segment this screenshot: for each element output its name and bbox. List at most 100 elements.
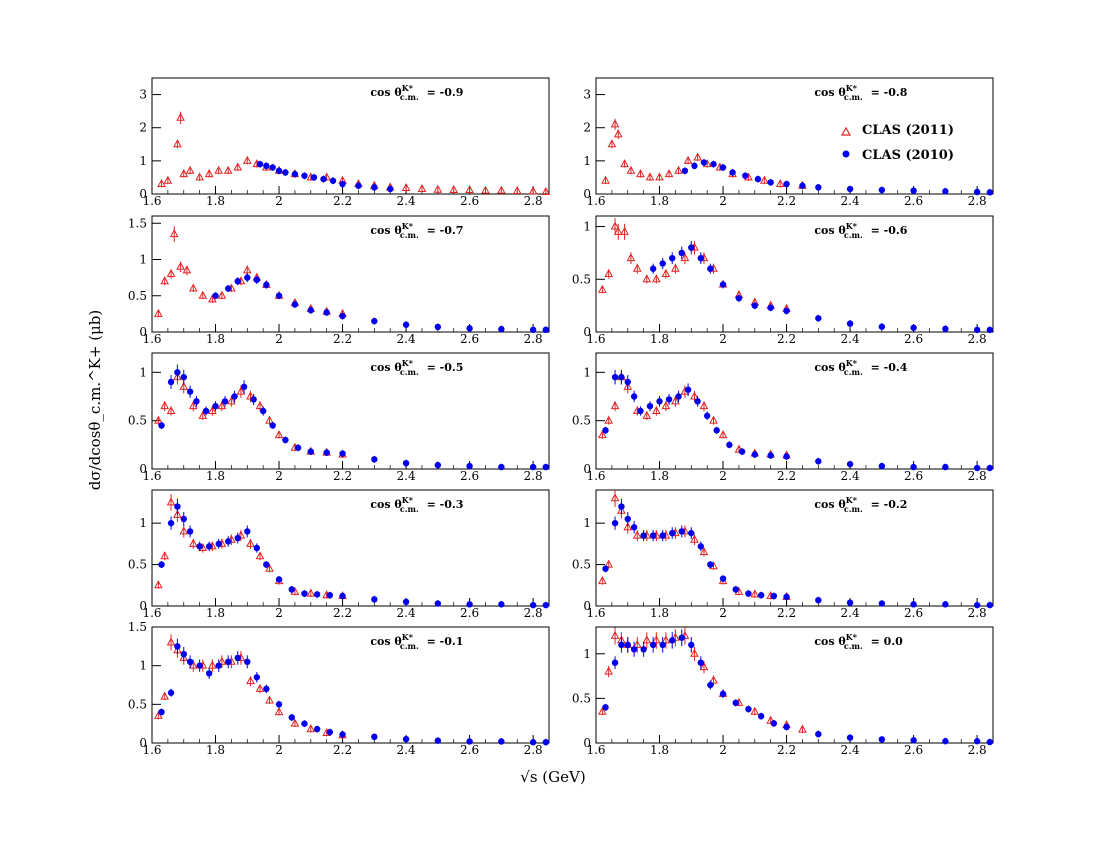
data-point-clas-2010 [259,407,267,415]
data-point-clas-2011 [223,165,233,174]
data-point-clas-2010 [713,427,720,434]
y-tick-label: 0.5 [128,289,147,303]
data-point-clas-2010 [742,172,749,179]
x-tick-label: 2.8 [968,469,987,483]
data-point-clas-2010 [669,254,676,262]
data-point-clas-2010 [355,182,362,189]
data-point-clas-2011 [166,637,176,646]
data-point-clas-2010 [323,309,330,316]
data-point-clas-2010 [973,738,981,745]
legend-label-clas-2011: CLAS (2011) [862,123,954,138]
data-point-clas-2010 [878,323,886,330]
data-point-clas-2010 [234,278,241,285]
data-point-clas-2010 [697,543,705,550]
data-point-clas-2011 [154,580,163,589]
panel-9: 1.6 1.8 2 2.2 2.4 2.6 2.8 0 0.5 1 1.5 cos θK* c.m. =… [128,620,550,757]
x-tick-label: 1.8 [206,743,225,757]
y-tick-label: 1 [139,516,147,530]
data-point-clas-2010 [196,662,203,669]
data-point-clas-2010 [225,658,232,665]
data-point-clas-2010 [700,159,708,166]
y-tick-label: 0 [139,325,147,339]
data-point-clas-2010 [542,463,550,471]
data-point-clas-2011 [208,660,217,669]
data-point-clas-2010 [630,524,638,531]
data-point-clas-2010 [542,739,550,746]
data-point-clas-2011 [154,710,163,719]
data-point-clas-2011 [604,666,614,675]
data-point-clas-2010 [846,599,854,606]
data-point-clas-2011 [481,185,490,194]
x-tick-label: 2.2 [777,606,796,620]
data-point-clas-2010 [757,592,765,599]
data-point-clas-2011 [798,724,807,733]
x-tick-label: 2.6 [460,743,479,757]
data-point-clas-2011 [160,691,170,700]
data-point-clas-2010 [799,182,806,189]
data-point-clas-2011 [157,179,166,188]
y-tick-label: 0.5 [572,558,591,572]
data-point-clas-2010 [751,302,758,309]
data-point-clas-2010 [745,590,752,597]
y-tick-label: 1.5 [128,216,147,230]
y-tick-label: 1 [583,647,591,661]
data-point-clas-2010 [602,427,609,434]
data-point-clas-2010 [678,249,685,257]
data-point-clas-2011 [265,415,274,424]
data-point-clas-2010 [329,177,337,184]
data-point-clas-2010 [291,301,299,308]
x-tick-label: 2 [275,332,283,346]
x-tick-label: 2 [719,332,727,346]
data-point-clas-2011 [661,268,671,277]
x-tick-label: 2.4 [841,469,860,483]
panel-label: cos θK* c.m. = -0.1 [370,632,463,651]
data-point-clas-2010 [783,180,790,188]
x-tick-label: 1.6 [586,606,605,620]
data-point-clas-2011 [173,139,182,148]
data-point-clas-2010 [240,383,248,391]
x-tick-label: 1.8 [650,469,669,483]
legend-label-clas-2010: CLAS (2010) [862,148,954,163]
legend: CLAS (2011) CLAS (2010) [840,123,954,163]
x-tick-label: 2.8 [968,194,987,208]
data-point-clas-2010 [275,292,283,299]
data-point-clas-2011 [246,676,255,685]
x-tick-label: 2.4 [397,743,416,757]
x-tick-label: 2.8 [524,469,543,483]
data-point-clas-2010 [681,167,689,174]
data-point-clas-2011 [709,675,718,684]
data-point-clas-2010 [326,728,334,736]
panel-frame [151,215,550,333]
data-point-clas-2010 [910,601,917,608]
data-point-clas-2010 [707,561,714,568]
data-point-clas-2010 [307,307,314,314]
data-point-clas-2010 [878,736,886,743]
y-tick-label: 2 [583,121,591,135]
panel-frame [595,352,994,470]
data-point-clas-2010 [751,451,758,458]
data-point-clas-2011 [265,695,274,704]
y-tick-label: 1 [139,253,147,267]
data-point-clas-2011 [179,526,189,535]
x-tick-label: 1.8 [206,469,225,483]
data-point-clas-2011 [623,381,633,390]
data-point-clas-2010 [707,265,714,272]
data-point-clas-2010 [542,326,550,334]
data-point-clas-2010 [910,463,917,471]
data-point-clas-2010 [710,160,717,168]
x-tick-label: 2.6 [460,469,479,483]
data-point-clas-2010 [729,169,736,176]
x-tick-label: 2.6 [460,194,479,208]
data-point-clas-2010 [402,598,410,606]
data-point-clas-2011 [227,396,236,405]
data-point-clas-2010 [618,641,625,649]
panel-frame [151,77,550,195]
legend-marker-clas-2011 [840,126,852,136]
data-point-clas-2010 [684,386,692,393]
y-tick-label: 0 [139,462,147,476]
panel-4: 1.6 1.8 2 2.2 2.4 2.6 2.8 0 0.5 1 cos θK* c.m. = -0… [572,215,994,346]
data-point-clas-2010 [466,601,473,608]
x-tick-label: 1.6 [142,469,161,483]
data-point-clas-2011 [718,430,728,439]
y-tick-label: 3 [139,88,147,102]
